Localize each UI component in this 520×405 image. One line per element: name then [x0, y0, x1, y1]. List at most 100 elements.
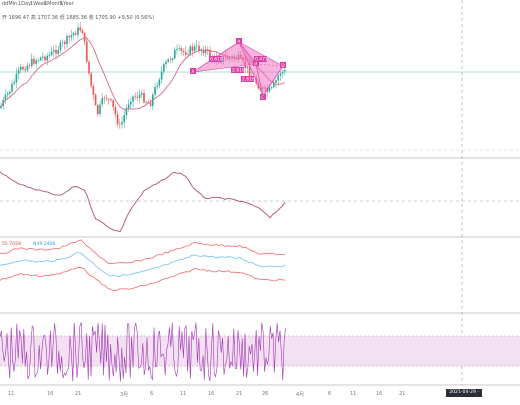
ratio-3: 0.471	[255, 57, 268, 63]
candle-body	[270, 87, 273, 88]
candle-body	[6, 93, 9, 95]
candle-body	[202, 49, 205, 54]
candle-body	[196, 45, 198, 47]
candle-body	[182, 50, 185, 52]
candle-body	[189, 46, 191, 55]
candle-body	[48, 54, 51, 56]
candle-body	[26, 65, 29, 71]
candle-body	[103, 98, 106, 99]
candle-body	[116, 114, 119, 125]
candle-body	[132, 96, 134, 102]
x-tick: 6	[150, 391, 154, 397]
candle-body	[35, 60, 37, 64]
candle-body	[99, 104, 101, 114]
candle-body	[11, 83, 13, 92]
candle-body	[275, 80, 277, 83]
candle-body	[154, 86, 156, 95]
x-tick: 11	[180, 391, 187, 397]
label-a: A	[237, 39, 241, 45]
candle-body	[39, 57, 42, 61]
candle-body	[50, 51, 53, 55]
candle-body	[68, 36, 70, 38]
timeframe-1[interactable]: ddMin	[2, 1, 18, 7]
candle-body	[0, 106, 2, 108]
candle-body	[277, 75, 279, 81]
candle-body	[136, 96, 139, 98]
candle-body	[108, 99, 110, 100]
candle-body	[105, 98, 108, 100]
candle-body	[138, 94, 141, 98]
x-tick: 11	[8, 391, 15, 397]
candle-body	[17, 69, 20, 74]
candle-body	[125, 108, 128, 116]
x-tick: 11	[350, 391, 357, 397]
candle-body	[158, 79, 161, 86]
candles-group	[0, 22, 286, 129]
ratio-4: 2.618	[242, 77, 255, 83]
candle-body	[114, 106, 117, 115]
candle-body	[79, 27, 81, 31]
candle-body	[193, 46, 196, 51]
x-tick: 16	[376, 391, 383, 397]
channel-lower-line	[0, 266, 286, 292]
candle-body	[33, 58, 35, 64]
candle-body	[97, 105, 99, 114]
timeframe-5[interactable]: 1Year	[60, 1, 74, 7]
candle-body	[204, 49, 207, 54]
candle-body	[9, 91, 11, 94]
channel-upper-line	[0, 239, 285, 265]
candle-body	[121, 121, 123, 125]
candle-body	[178, 48, 180, 50]
label-x: X	[191, 69, 194, 75]
indicator2-value-b: N39.2406	[33, 242, 56, 247]
ratio-1: 0.618	[210, 57, 223, 63]
candle-body	[198, 45, 200, 52]
candle-body	[160, 71, 163, 80]
candle-body	[248, 66, 251, 77]
stochastic-line	[0, 322, 286, 382]
timeframe-2[interactable]: 1Day	[18, 1, 32, 7]
candle-body	[145, 101, 147, 103]
candle-body	[209, 49, 211, 57]
x-tick: 3月	[120, 392, 129, 398]
candle-body	[156, 85, 158, 87]
x-tick: 26	[262, 391, 269, 397]
candle-body	[281, 71, 284, 74]
candle-body	[28, 65, 31, 67]
channel-middle-line	[0, 252, 286, 277]
candle-body	[88, 61, 90, 74]
crosshair-date-badge: 2021-04-29 · 08:00	[446, 389, 482, 403]
candle-body	[273, 82, 275, 88]
ohlc-readout: 开 1696.47 高 1707.36 低 1685.36 收 1705.90 …	[2, 15, 155, 21]
candle-body	[72, 33, 75, 36]
overbought-band	[0, 336, 520, 366]
candle-body	[200, 49, 202, 52]
candle-body	[207, 49, 209, 50]
candle-body	[130, 101, 132, 105]
candle-body	[64, 42, 66, 45]
candle-body	[77, 27, 79, 35]
candle-body	[101, 98, 103, 105]
candle-body	[174, 50, 176, 59]
candle-body	[246, 66, 249, 69]
candle-body	[112, 100, 114, 107]
candle-body	[110, 99, 112, 101]
candle-body	[59, 42, 62, 51]
candle-body	[167, 59, 169, 62]
oscillator-line	[0, 171, 286, 233]
timeframe-3[interactable]: 1Week	[30, 1, 47, 7]
x-tick: 21	[75, 391, 82, 397]
candle-body	[31, 58, 33, 66]
indicator2-value-a: 55.7028	[2, 242, 21, 247]
candle-body	[53, 49, 55, 52]
candle-body	[94, 94, 97, 106]
candle-body	[13, 82, 15, 84]
candle-body	[15, 73, 18, 83]
timeframe-4[interactable]: 1Month	[44, 1, 63, 7]
candle-body	[46, 55, 48, 61]
candle-body	[123, 115, 125, 122]
candle-body	[165, 61, 167, 65]
candle-body	[284, 70, 286, 72]
